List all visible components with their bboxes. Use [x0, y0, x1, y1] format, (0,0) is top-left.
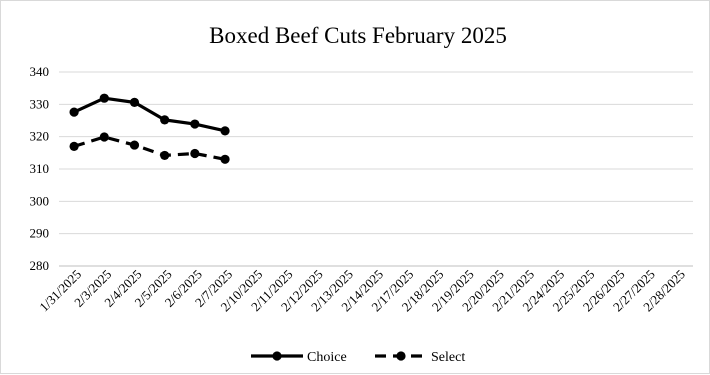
data-point-choice: [129, 97, 140, 107]
x-tick-label: 1/31/2025: [36, 267, 84, 315]
y-axis: 280 290 300 310 320 330 340: [30, 64, 50, 273]
data-point-choice: [69, 107, 79, 117]
legend-label: Choice: [307, 350, 347, 365]
data-point-select: [99, 132, 109, 142]
y-tick-label: 320: [30, 129, 50, 144]
data-point-choice: [99, 93, 109, 103]
legend-marker: [272, 351, 282, 361]
y-tick-label: 290: [30, 226, 50, 241]
data-point-choice: [160, 115, 170, 125]
plot-area: [69, 93, 230, 164]
legend-label: Select: [431, 350, 465, 365]
y-tick-label: 310: [30, 161, 50, 176]
gridlines: [59, 71, 693, 267]
data-point-choice: [220, 126, 230, 136]
legend-marker: [396, 351, 406, 361]
y-tick-label: 340: [30, 64, 50, 79]
y-tick-label: 280: [30, 258, 50, 273]
chart-title: Boxed Beef Cuts February 2025: [209, 23, 507, 48]
data-point-select: [220, 154, 230, 164]
x-axis: 1/31/20252/3/20252/4/20252/5/20252/6/202…: [36, 267, 688, 315]
series-line-choice: [73, 96, 226, 133]
series-line-select: [73, 135, 226, 161]
data-point-select: [160, 150, 170, 161]
data-point-select: [69, 141, 79, 151]
y-tick-label: 330: [30, 96, 50, 111]
legend: Choice Select: [251, 350, 465, 365]
y-tick-label: 300: [30, 193, 50, 208]
data-point-select: [129, 140, 140, 150]
data-point-select: [190, 148, 200, 159]
data-point-choice: [190, 119, 200, 129]
